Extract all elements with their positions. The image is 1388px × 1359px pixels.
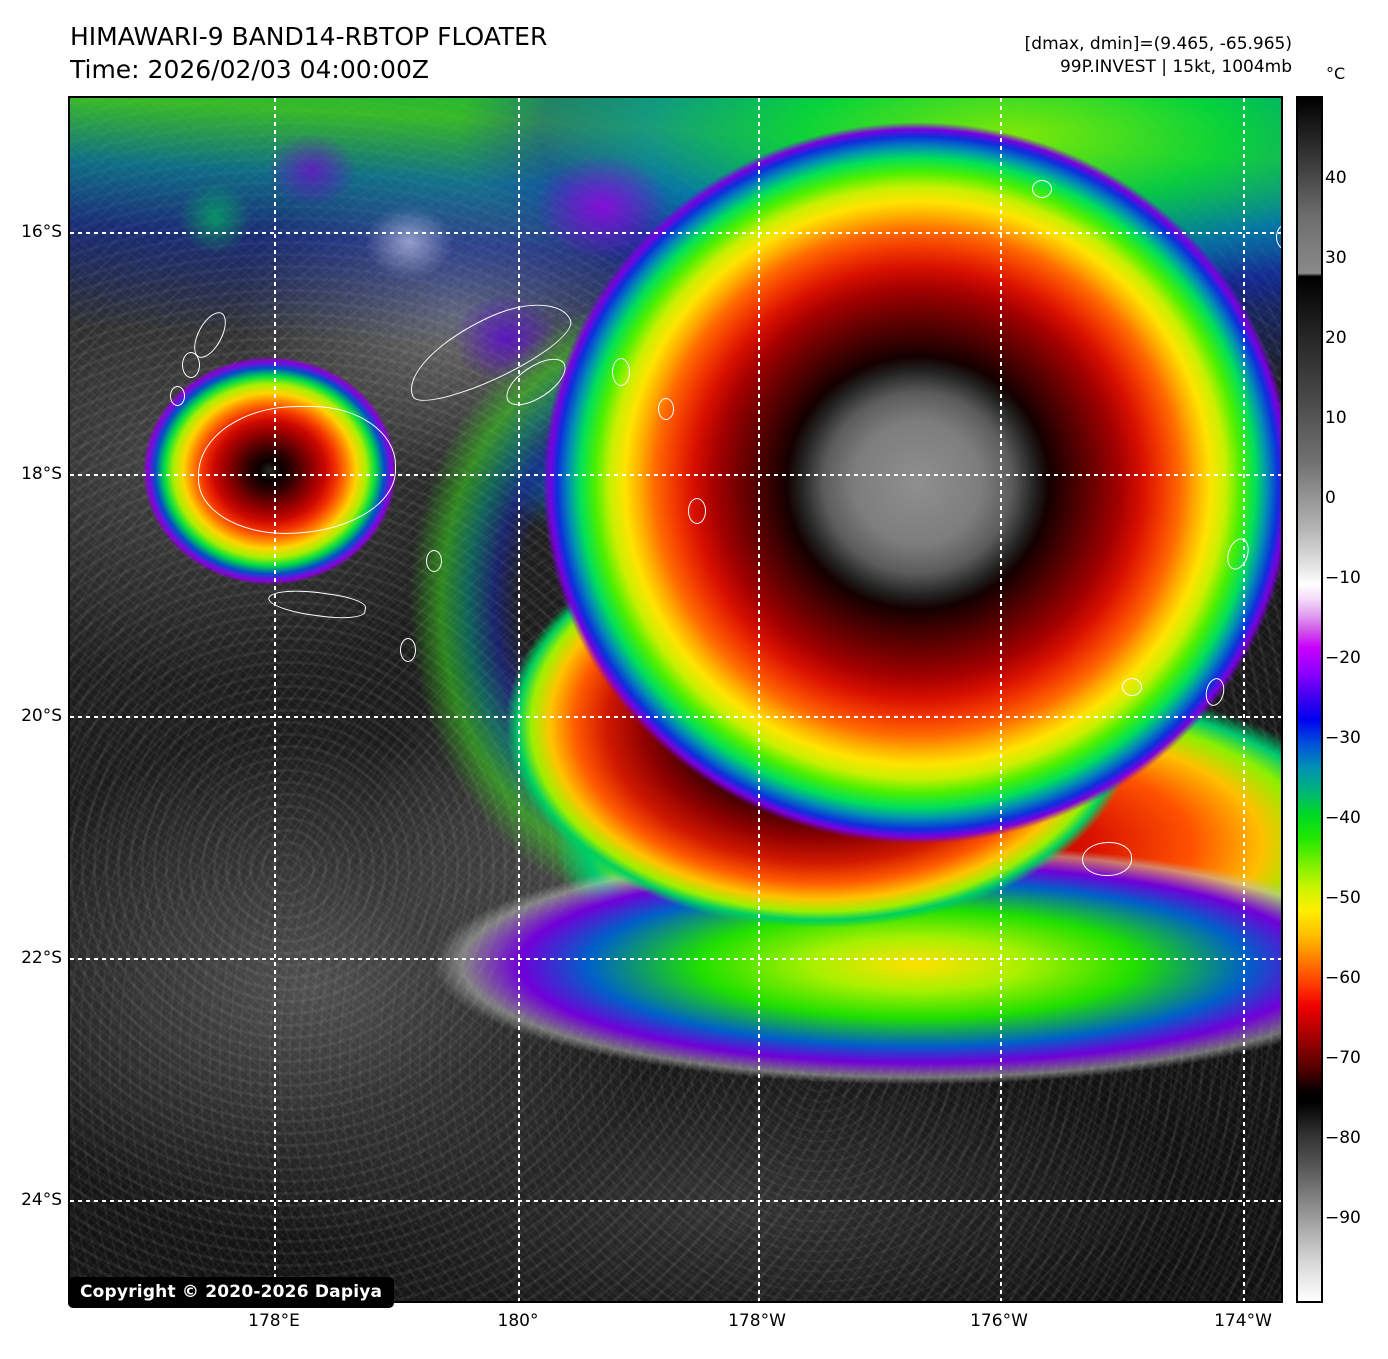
- colorbar-gradient: [1298, 98, 1321, 1301]
- colorbar-tick-30: 30: [1325, 248, 1347, 268]
- coastline-small-island-c: [400, 638, 416, 662]
- coastline-small-island-a: [170, 386, 185, 406]
- coastline-small-island-b: [426, 550, 442, 572]
- lon-tick-180: 180°: [497, 1311, 539, 1331]
- coastline-viti-levu: [198, 406, 396, 534]
- gridline-lat-22S: [70, 958, 1281, 960]
- island-convective-cell: [70, 98, 1281, 1301]
- lat-tick-16S: 16°S: [21, 222, 62, 242]
- colorbar-unit-label: °C: [1326, 64, 1346, 83]
- colorbar-tick-m20: −20: [1325, 648, 1361, 668]
- lat-tick-18S: 18°S: [21, 464, 62, 484]
- product-title: HIMAWARI-9 BAND14-RBTOP FLOATER: [70, 22, 548, 51]
- coastline-lau-group-c: [688, 498, 706, 524]
- colorbar-tick-10: 10: [1325, 408, 1347, 428]
- metadata-block: [dmax, dmin]=(9.465, -65.965) 99P.INVEST…: [1025, 33, 1292, 79]
- gridline-lon-174W: [1243, 98, 1245, 1301]
- gridline-lat-20S: [70, 716, 1281, 718]
- coastline-yasawa-small: [182, 352, 200, 378]
- colorbar-tick-20: 20: [1325, 328, 1347, 348]
- gridline-lon-178E: [274, 98, 276, 1301]
- coastline-tongatapu: [1082, 842, 1132, 876]
- page-title: HIMAWARI-9 BAND14-RBTOP FLOATER Time: 20…: [70, 20, 547, 86]
- timestamp: Time: 2026/02/03 04:00:00Z: [70, 55, 429, 84]
- lat-tick-20S: 20°S: [21, 706, 62, 726]
- colorbar: [1296, 96, 1323, 1303]
- copyright-badge: Copyright © 2020-2026 Dapiya: [68, 1277, 395, 1308]
- lat-tick-22S: 22°S: [21, 948, 62, 968]
- colorbar-tick-0: 0: [1325, 488, 1336, 508]
- gridline-lon-176W: [1000, 98, 1002, 1301]
- coastline-lau-group-b: [658, 398, 674, 420]
- gridline-lon-180: [518, 98, 520, 1301]
- colorbar-tick-m40: −40: [1325, 808, 1361, 828]
- colorbar-tick-m80: −80: [1325, 1128, 1361, 1148]
- colorbar-tick-m90: −90: [1325, 1208, 1361, 1228]
- gridline-lat-24S: [70, 1200, 1281, 1202]
- lon-tick-176W: 176°W: [970, 1311, 1028, 1331]
- data-minmax: [dmax, dmin]=(9.465, -65.965): [1024, 34, 1292, 54]
- gridline-lat-18S: [70, 474, 1281, 476]
- colorbar-tick-40: 40: [1325, 168, 1347, 188]
- colorbar-tick-m60: −60: [1325, 968, 1361, 988]
- coastline-vatoa: [1032, 180, 1052, 198]
- colorbar-tick-m50: −50: [1325, 888, 1361, 908]
- storm-info: 99P.INVEST | 15kt, 1004mb: [1059, 57, 1292, 77]
- gridline-lat-16S: [70, 232, 1281, 234]
- lon-tick-174W: 174°W: [1214, 1311, 1272, 1331]
- lon-tick-178E: 178°E: [248, 1311, 300, 1331]
- coastline-lau-group-a: [612, 358, 630, 386]
- colorbar-tick-m10: −10: [1325, 568, 1361, 588]
- gridline-lon-178W: [758, 98, 760, 1301]
- lat-tick-24S: 24°S: [21, 1190, 62, 1210]
- colorbar-tick-m30: −30: [1325, 728, 1361, 748]
- lon-tick-178W: 178°W: [728, 1311, 786, 1331]
- satellite-image-plot: [68, 96, 1283, 1303]
- coastline-ono-i-lau: [1122, 678, 1142, 696]
- colorbar-tick-m70: −70: [1325, 1048, 1361, 1068]
